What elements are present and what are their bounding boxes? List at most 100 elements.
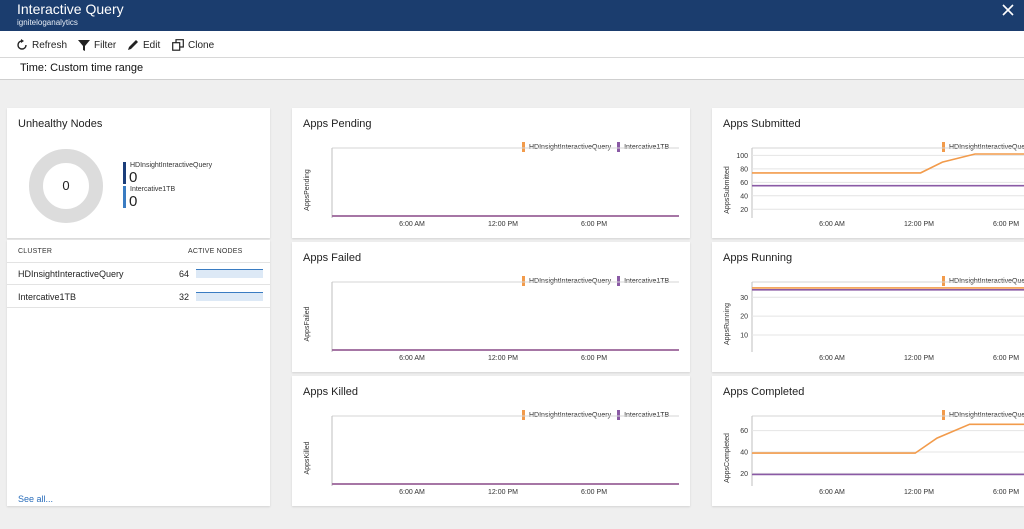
chart-card[interactable]: Apps Completed HDInsightInteractiveQueryI… [712,376,1024,506]
legend-item[interactable]: HDInsightInteractiveQuery [942,276,1024,286]
y-axis-label: AppsSubmitted [724,166,731,214]
chart-legend: HDInsightInteractiveQuery Intercative1TB [522,142,675,152]
chart-card[interactable]: Apps Failed HDInsightInteractiveQuery Inte… [292,242,690,372]
edit-button[interactable]: Edit [127,37,160,53]
legend-label: Intercative1TB [624,411,670,419]
x-tick-label: 6:00 PM [581,355,607,362]
legend-swatch [522,142,525,152]
active-nodes-value: 32 [179,292,190,302]
legend-label: Intercative1TB [624,143,670,151]
chart-card[interactable]: Apps Pending HDInsightInteractiveQuery Int… [292,108,690,238]
x-tick-label: 6:00 AM [819,489,845,496]
legend-item[interactable]: Intercative1TB [617,410,669,420]
time-range-label: Time: Custom time range [20,62,144,74]
y-tick-label: 40 [740,193,748,200]
table-row[interactable]: Intercative1TB 32 [7,286,270,308]
filter-button[interactable]: Filter [78,37,116,53]
legend-swatch [942,410,945,420]
legend-label: HDInsightInteractiveQuery [949,411,1024,419]
x-tick-label: 12:00 PM [904,221,934,228]
table-row[interactable]: HDInsightInteractiveQuery 64 [7,263,270,285]
blade-header: Interactive Query igniteloganalytics [0,0,1024,31]
page-title: Interactive Query [17,1,124,17]
close-icon[interactable] [998,1,1018,21]
legend-item[interactable]: HDInsightInteractiveQuery [942,142,1024,152]
donut-total: 0 [62,178,69,193]
chart-title: Apps Running [723,252,793,264]
y-tick-label: 30 [740,295,748,302]
unhealthy-nodes-card[interactable]: Unhealthy Nodes 0 HDInsightInteractiveQu… [7,108,270,238]
x-tick-label: 12:00 PM [488,489,518,496]
cluster-table-card: CLUSTER ACTIVE NODES HDInsightInteractiv… [7,240,270,506]
legend-item[interactable]: Intercative1TB [617,142,669,152]
x-tick-label: 6:00 AM [399,489,425,496]
column-header-active-nodes[interactable]: ACTIVE NODES [188,248,243,255]
y-axis-label: AppsPending [304,169,311,211]
line-chart: AppsPending 6:00 AM 12:00 PM 6:00 PM [304,147,679,228]
refresh-button[interactable]: Refresh [16,37,67,53]
legend-entry: Intercative1TB 0 [123,186,253,210]
legend-label: Intercative1TB [624,277,670,285]
y-tick-label: 20 [740,471,748,478]
chart-card[interactable]: Apps Running HDInsightInteractiveQueryInt… [712,242,1024,372]
y-tick-label: 20 [740,314,748,321]
legend-label: Intercative1TB [130,186,176,193]
legend-label: HDInsightInteractiveQuery [529,411,612,419]
pencil-icon [128,40,138,50]
legend-value: 0 [129,193,138,210]
legend-swatch [617,410,621,420]
x-tick-label: 12:00 PM [488,355,518,362]
y-tick-label: 40 [740,450,748,457]
x-tick-label: 12:00 PM [904,489,934,496]
y-tick-label: 60 [740,180,748,187]
chart-card[interactable]: Apps Submitted HDInsightInteractiveQueryI… [712,108,1024,238]
legend-label: HDInsightInteractiveQuery [949,277,1024,285]
chart-legend: HDInsightInteractiveQuery Intercative1TB [522,276,675,286]
divider [7,262,270,263]
y-axis-label: AppsRunning [724,303,731,345]
y-tick-label: 60 [740,428,748,435]
column-header-cluster[interactable]: CLUSTER [18,248,53,255]
chart-title: Apps Completed [723,386,805,398]
x-tick-label: 12:00 PM [488,221,518,228]
chart-card[interactable]: Apps Killed HDInsightInteractiveQuery Inte… [292,376,690,506]
clone-button[interactable]: Clone [172,37,214,53]
legend-item[interactable]: HDInsightInteractiveQuery [522,276,611,286]
chart-title: Apps Pending [303,118,372,130]
chart-title: Apps Failed [303,252,362,264]
x-tick-label: 6:00 PM [581,221,607,228]
legend-item[interactable]: Intercative1TB [617,276,669,286]
x-tick-label: 12:00 PM [904,355,934,362]
clone-icon [172,39,184,51]
active-nodes-sparkline [196,292,263,301]
legend-value: 0 [129,169,138,186]
clone-label: Clone [188,39,215,51]
line-chart: AppsFailed 6:00 AM 12:00 PM 6:00 PM [304,281,679,362]
y-axis-label: AppsFailed [304,306,311,341]
legend-item[interactable]: HDInsightInteractiveQuery [522,410,611,420]
legend-label: HDInsightInteractiveQuery [529,143,612,151]
x-tick-label: 6:00 PM [993,355,1019,362]
legend-item[interactable]: HDInsightInteractiveQuery [942,410,1024,420]
legend-label: HDInsightInteractiveQuery [529,277,612,285]
cluster-name: HDInsightInteractiveQuery [18,269,124,279]
legend-item[interactable]: HDInsightInteractiveQuery [522,142,611,152]
time-range-bar[interactable]: Time: Custom time range [0,58,1024,80]
line-chart: AppsKilled 6:00 AM 12:00 PM 6:00 PM [304,415,679,496]
legend-label: HDInsightInteractiveQuery [949,143,1024,151]
y-tick-label: 80 [740,166,748,173]
legend-label: HDInsightInteractiveQuery [130,162,213,169]
donut-chart: 0 [29,149,103,223]
legend-swatch [522,410,525,420]
see-all-link[interactable]: See all... [18,494,54,504]
filter-icon [78,40,90,51]
x-tick-label: 6:00 PM [581,489,607,496]
y-axis-label: AppsKilled [304,441,311,474]
x-tick-label: 6:00 AM [819,355,845,362]
y-tick-label: 10 [740,332,748,339]
y-tick-label: 20 [740,207,748,214]
line-chart: AppsCompleted 60 40 20 6:00 AM 12:00 PM 6:00 P… [724,415,1024,496]
page-subtitle: igniteloganalytics [17,18,78,27]
x-tick-label: 6:00 AM [819,221,845,228]
